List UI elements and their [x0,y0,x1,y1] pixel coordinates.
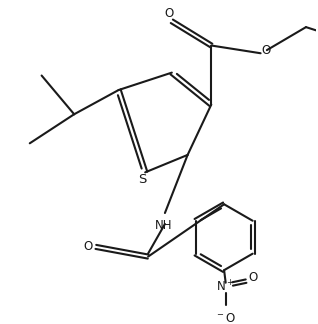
Text: N$^+$: N$^+$ [217,279,235,294]
Text: O: O [248,272,258,284]
Text: NH: NH [155,219,172,232]
Text: O: O [164,7,173,20]
Text: S: S [139,173,147,186]
Text: O: O [83,240,93,253]
Text: $^-$O: $^-$O [215,312,236,324]
Text: O: O [261,44,271,57]
